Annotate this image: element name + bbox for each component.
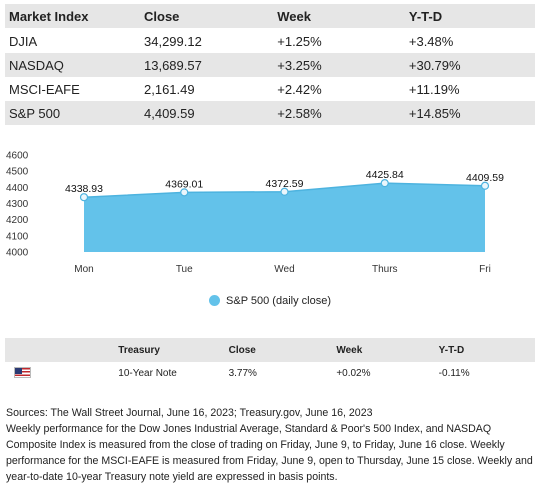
data-point [480, 181, 490, 190]
header-week: Week [273, 4, 405, 29]
treasury-ytd: -0.11% [438, 367, 470, 379]
treasury-name: 10-Year Note [118, 367, 177, 379]
data-point [280, 187, 289, 196]
sp500-area-chart: 4000 4100 4200 4300 4400 4500 4600 4338.93 4369.… [6, 151, 504, 276]
x-tick-label: Thurs [372, 264, 398, 275]
methodology-note: Weekly performance for the Dow Jones Ind… [6, 423, 533, 483]
y-tick-label: 4100 [6, 231, 29, 242]
index-name: DJIA [9, 33, 38, 49]
treasury-table-header: Treasury Close Week Y-T-D [5, 338, 535, 362]
sources-note: Sources: The Wall Street Journal, June 1… [6, 407, 373, 419]
legend-label: S&P 500 (daily close) [226, 295, 331, 307]
treasury-close: 3.77% [228, 367, 257, 379]
y-tick-label: 4600 [6, 151, 29, 162]
us-flag-icon [14, 367, 31, 378]
header-close: Close [140, 4, 274, 29]
y-tick-label: 4200 [6, 215, 29, 226]
index-close: 13,689.57 [144, 57, 202, 73]
header-flag [5, 338, 115, 362]
y-tick-label: 4000 [6, 248, 29, 259]
footnotes: Sources: The Wall Street Journal, June 1… [6, 405, 534, 485]
legend-swatch [209, 295, 221, 306]
table-row: MSCI-EAFE 2,161.49 +2.42% +11.19% [5, 77, 535, 101]
table-row: 10-Year Note 3.77% +0.02% -0.11% [5, 362, 535, 384]
header-treasury: Treasury [114, 338, 225, 362]
index-ytd: +3.48% [408, 33, 454, 49]
header-market-index: Market Index [5, 4, 140, 29]
treasury-week: +0.02% [336, 367, 371, 379]
x-tick-label: Wed [274, 264, 294, 275]
y-tick-label: 4500 [6, 167, 29, 178]
treasury-table: Treasury Close Week Y-T-D 10-Year Note 3… [5, 338, 535, 384]
y-tick-label: 4400 [6, 183, 29, 194]
header-close: Close [224, 338, 333, 362]
index-week: +2.58% [277, 105, 322, 121]
header-week: Week [332, 338, 435, 362]
header-ytd: Y-T-D [434, 338, 535, 362]
data-label: 4369.01 [165, 178, 203, 190]
table-row: DJIA 34,299.12 +1.25% +3.48% [5, 28, 535, 53]
market-index-table: Market Index Close Week Y-T-D DJIA 34,29… [5, 4, 535, 125]
chart-legend: S&P 500 (daily close) [0, 295, 540, 313]
index-week: +1.25% [277, 33, 322, 49]
table-row: NASDAQ 13,689.57 +3.25% +30.79% [5, 53, 535, 77]
table-row: S&P 500 4,409.59 +2.58% +14.85% [5, 101, 535, 125]
x-tick-label: Fri [479, 264, 491, 275]
index-name: S&P 500 [9, 105, 61, 121]
index-week: +3.25% [277, 57, 322, 73]
index-ytd: +30.79% [408, 57, 461, 73]
index-name: NASDAQ [9, 57, 64, 73]
index-close: 4,409.59 [144, 105, 195, 121]
data-label: 4425.84 [366, 169, 404, 181]
data-label: 4409.59 [466, 172, 504, 184]
x-tick-label: Tue [176, 264, 193, 275]
data-point [79, 193, 89, 202]
y-tick-label: 4300 [6, 199, 29, 210]
index-close: 34,299.12 [144, 33, 202, 49]
index-name: MSCI-EAFE [9, 81, 80, 97]
data-point [180, 188, 189, 197]
data-label: 4338.93 [65, 183, 103, 195]
index-ytd: +14.85% [408, 105, 461, 121]
index-ytd: +11.19% [408, 81, 460, 97]
data-label: 4372.59 [266, 178, 304, 190]
index-close: 2,161.49 [144, 81, 195, 97]
market-table-header: Market Index Close Week Y-T-D [5, 4, 535, 29]
header-ytd: Y-T-D [404, 4, 535, 29]
index-week: +2.42% [277, 81, 322, 97]
data-point [380, 179, 389, 188]
series-area [84, 183, 485, 252]
x-tick-label: Mon [74, 264, 93, 275]
